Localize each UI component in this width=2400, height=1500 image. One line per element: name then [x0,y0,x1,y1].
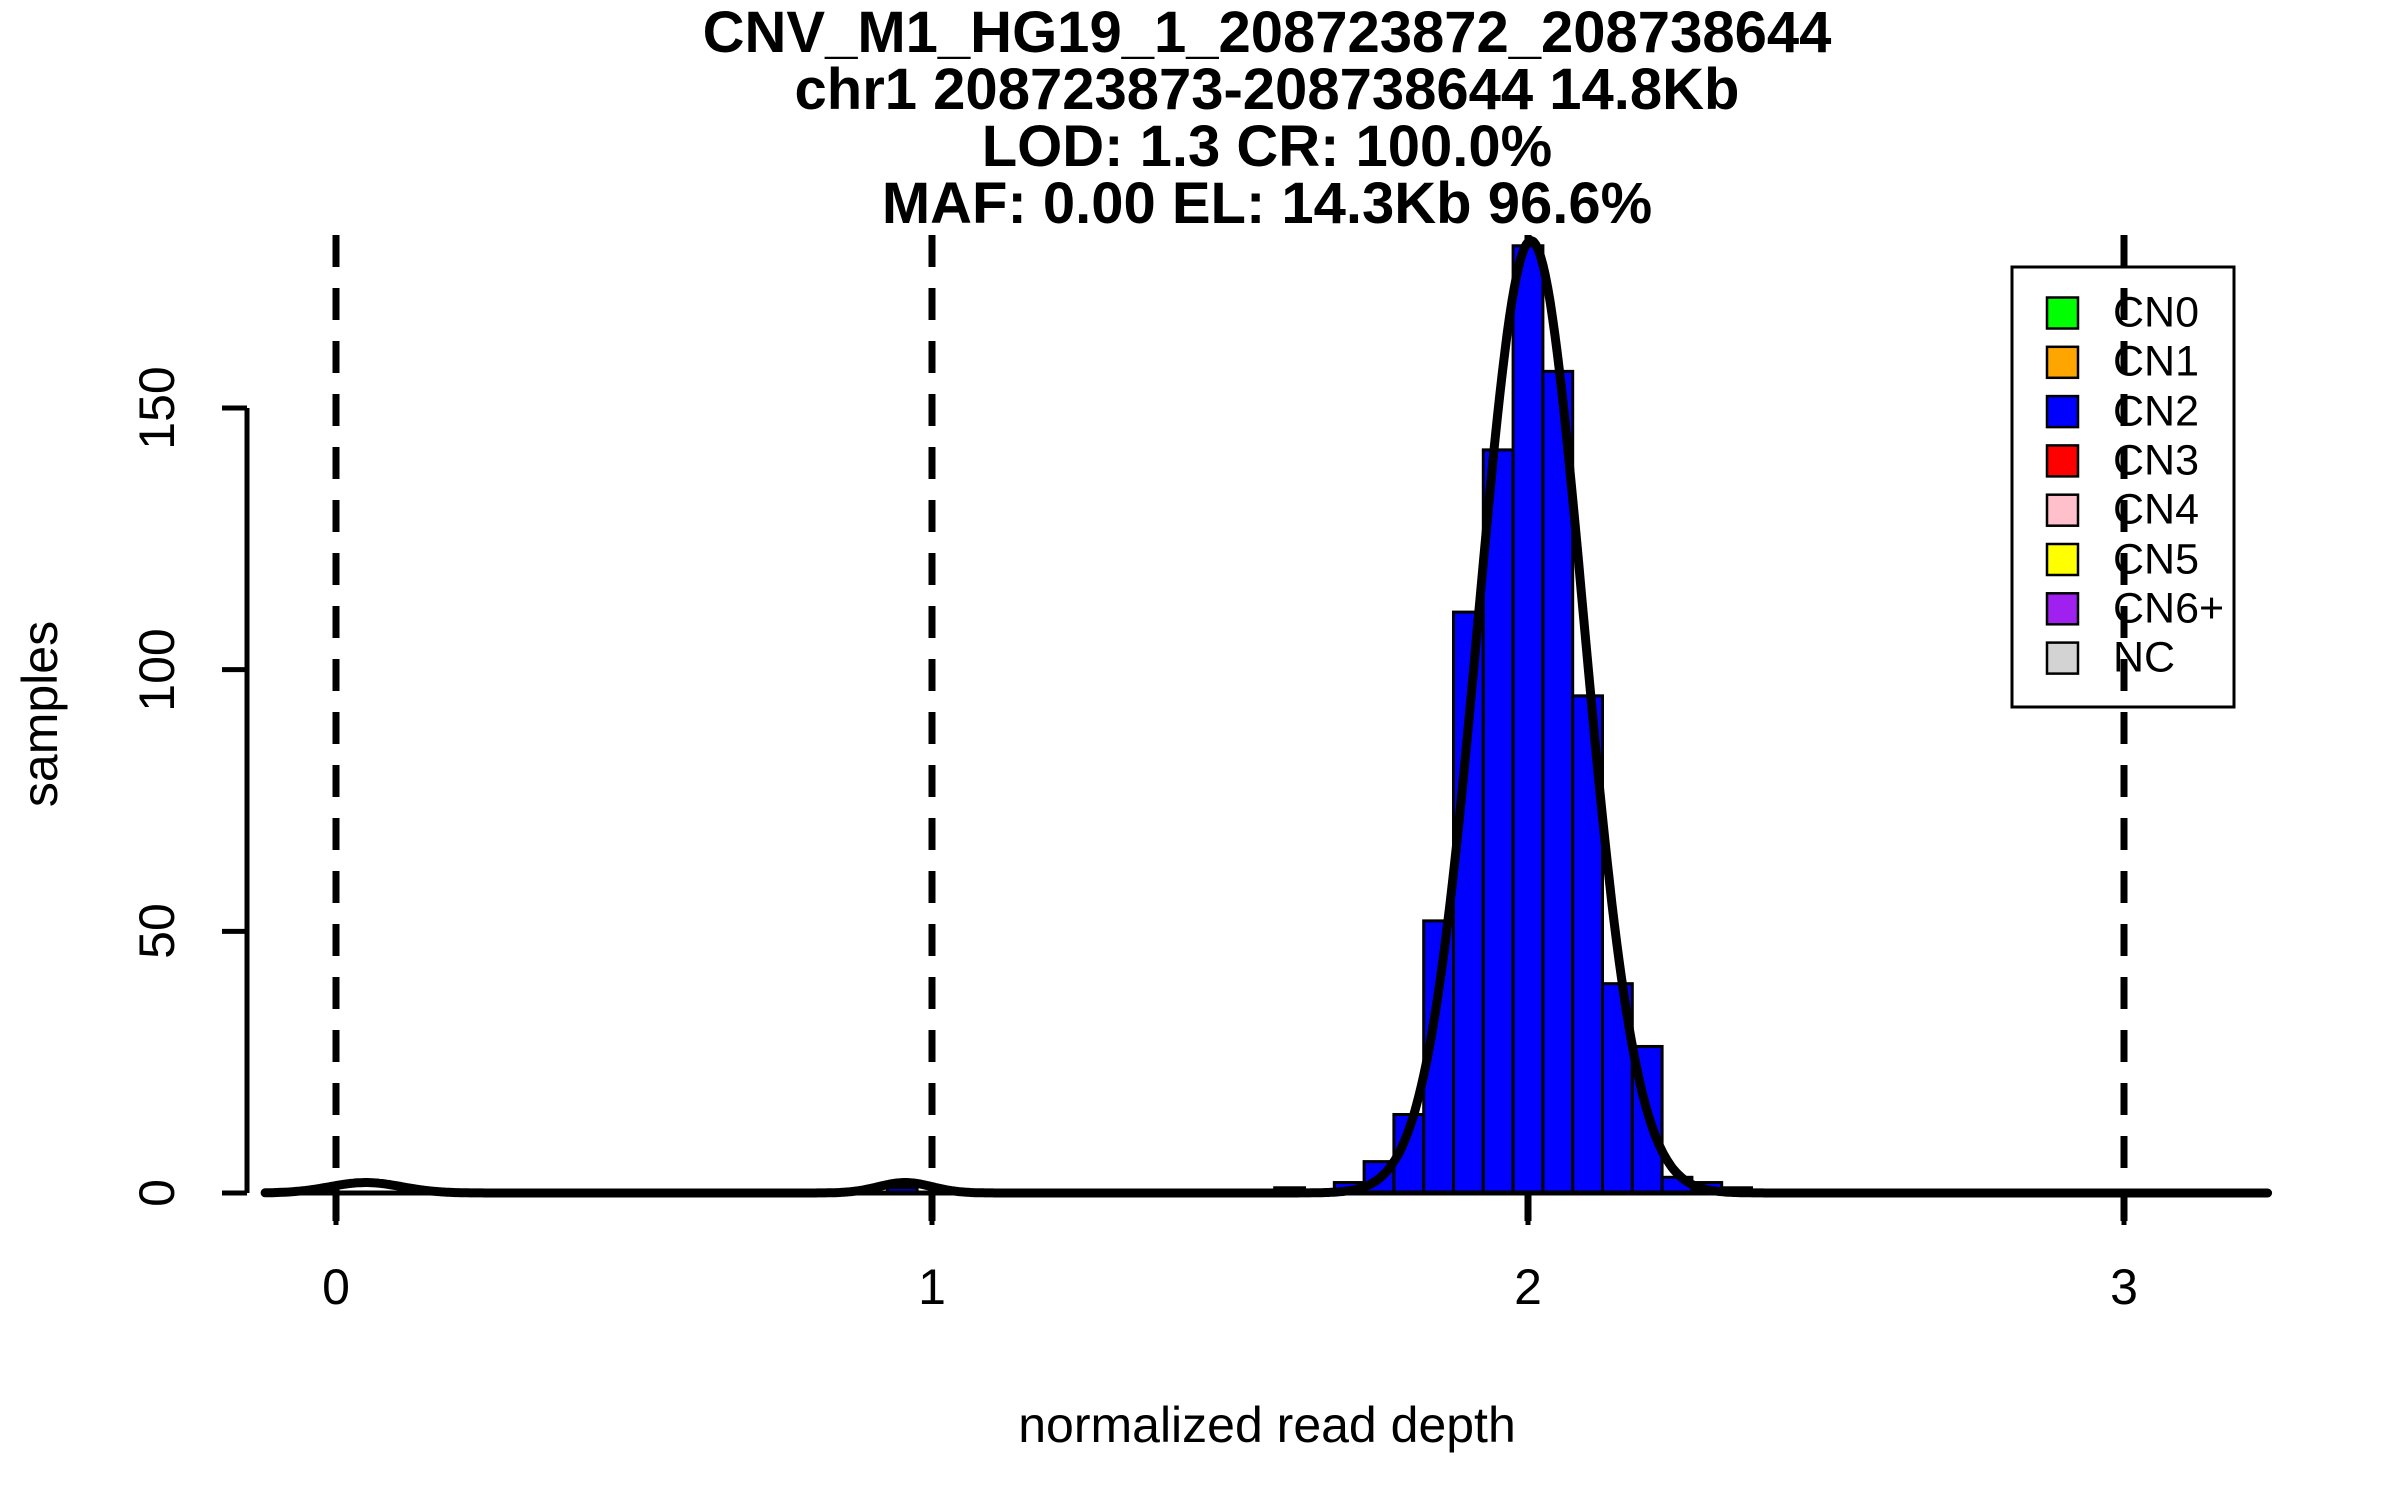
y-axis-title: samples [12,620,68,808]
y-tick-label-0: 0 [129,1179,185,1207]
legend-label-CN1: CN1 [2113,337,2200,386]
legend-swatch-CN0 [2045,296,2080,330]
legend-swatch-CN1 [2045,345,2080,380]
legend-swatch-CN2 [2045,394,2080,429]
legend-swatch-CN6+ [2045,592,2080,626]
plot-title-block: CNV_M1_HG19_1_208723872_208738644 chr1 2… [167,0,2367,236]
histogram-bar-10 [1571,694,1604,1195]
histogram-bar-8 [1511,244,1545,1195]
y-tick-label-150: 150 [129,366,185,450]
legend-swatch-CN5 [2045,542,2080,577]
legend-swatch-CN4 [2045,493,2080,527]
x-tick-label-1: 1 [918,1259,946,1315]
legend-label-CN3: CN3 [2113,436,2200,485]
y-tick-label-50: 50 [129,903,185,960]
legend-label-CN6+: CN6+ [2113,584,2225,633]
x-tick-label-0: 0 [322,1259,350,1315]
plot-title-line2: chr1 208723873-208738644 14.8Kb [794,57,1740,122]
y-tick-label-100: 100 [129,627,185,712]
legend-label-CN0: CN0 [2113,288,2200,337]
x-tick-label-2: 2 [1514,1259,1542,1315]
density-curve [260,236,2273,1198]
legend-label-NC: NC [2113,633,2176,682]
legend-box [2010,265,2236,709]
plot-title-line1: CNV_M1_HG19_1_208723872_208738644 [702,0,1832,65]
legend-label-CN4: CN4 [2113,485,2200,534]
plot-title-line3: LOD: 1.3 CR: 100.0% [981,114,1553,179]
plot-title-line4: MAF: 0.00 EL: 14.3Kb 96.6% [881,171,1653,236]
legend-swatch-CN3 [2045,444,2080,478]
legend-swatch-NC [2045,641,2080,675]
legend-label-CN2: CN2 [2113,387,2200,436]
legend-label-CN5: CN5 [2113,535,2200,583]
x-axis-title: normalized read depth [1018,1397,1516,1453]
x-tick-label-3: 3 [2110,1259,2138,1315]
